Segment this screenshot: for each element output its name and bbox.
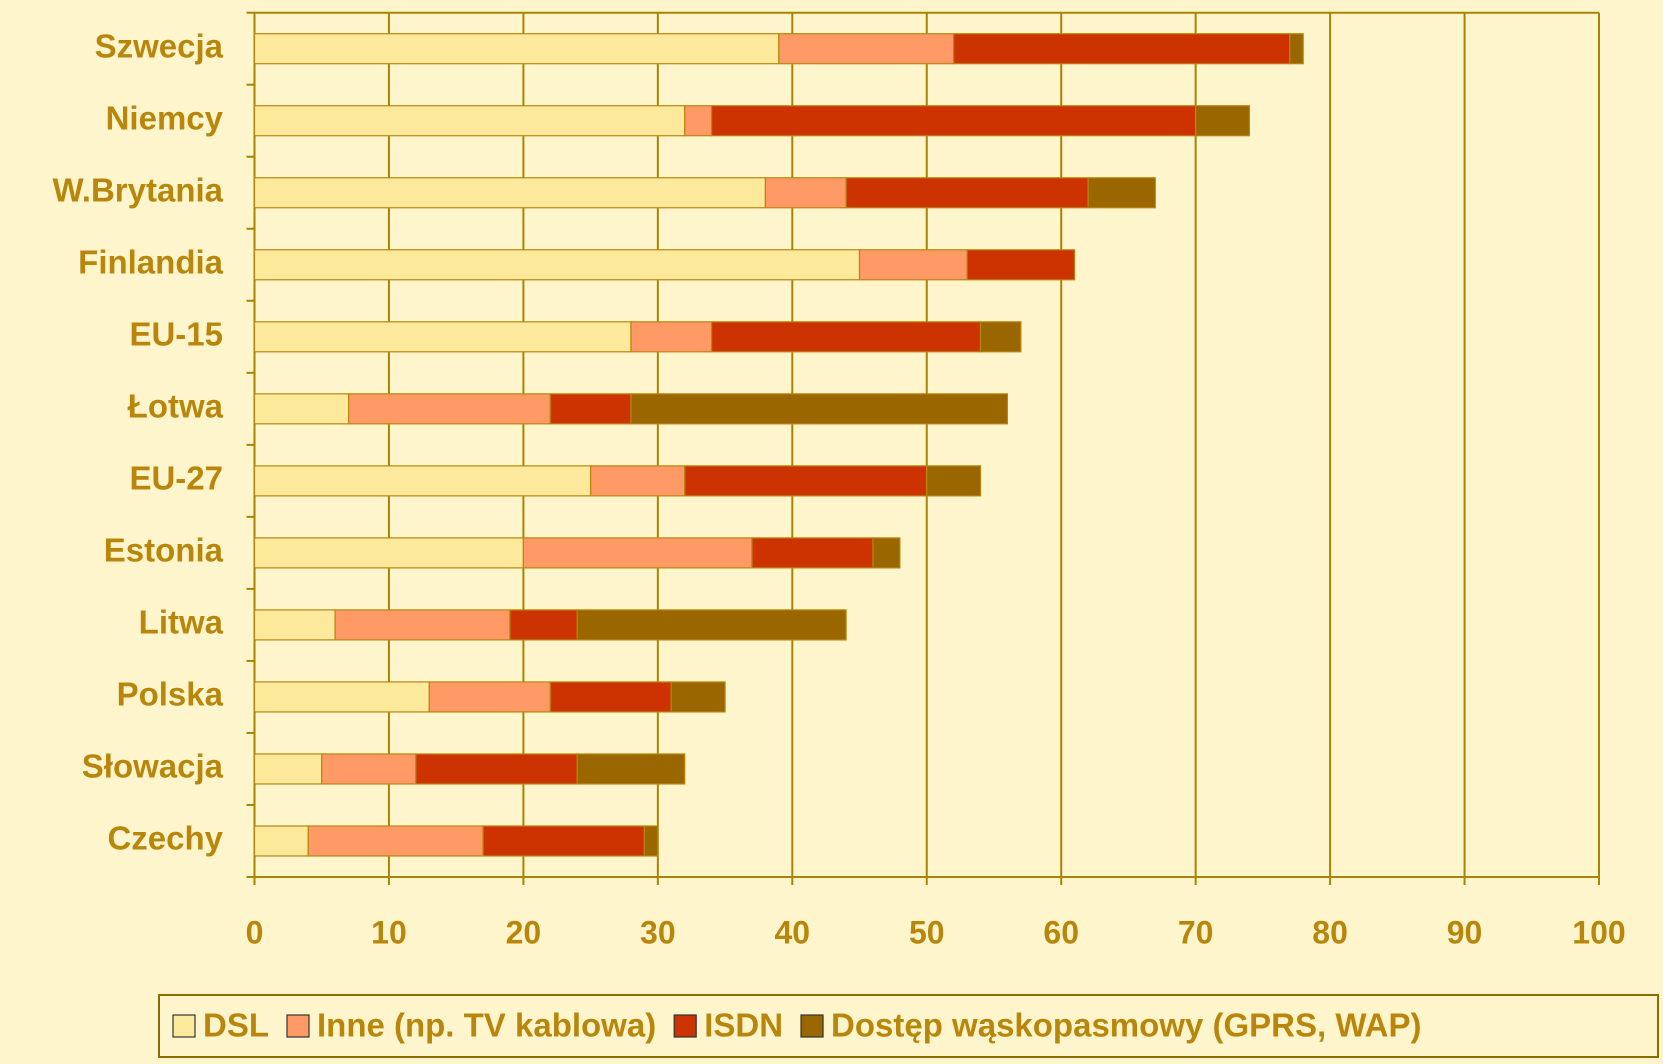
x-tick-label: 20 bbox=[506, 914, 542, 950]
bar-segment bbox=[711, 105, 1197, 137]
bar-segment bbox=[858, 249, 968, 281]
bar-segment bbox=[307, 825, 484, 857]
legend-label: ISDN bbox=[704, 1007, 783, 1044]
bar-segment bbox=[428, 681, 551, 713]
bar-segment bbox=[576, 609, 847, 641]
bar-segment bbox=[751, 537, 874, 569]
bar-segment bbox=[253, 33, 780, 65]
bar-segment bbox=[549, 393, 632, 425]
bar-segment bbox=[253, 465, 592, 497]
bar-segment bbox=[253, 537, 524, 569]
bar-segment bbox=[509, 609, 578, 641]
legend-label: DSL bbox=[203, 1007, 269, 1044]
bar-segment bbox=[630, 321, 713, 353]
x-tick-label: 10 bbox=[371, 914, 407, 950]
bar-segment bbox=[778, 33, 955, 65]
y-tick-label: Łotwa bbox=[128, 388, 224, 425]
bar-segment bbox=[684, 465, 928, 497]
bar-segment bbox=[926, 465, 982, 497]
x-tick-label: 70 bbox=[1178, 914, 1214, 950]
bar-segment bbox=[334, 609, 511, 641]
bar-segment bbox=[670, 681, 726, 713]
bar-segment bbox=[253, 609, 336, 641]
y-tick-label: Szwecja bbox=[95, 27, 224, 64]
y-tick-label: EU-15 bbox=[129, 316, 223, 353]
legend-label: Dostęp wąskopasmowy (GPRS, WAP) bbox=[831, 1007, 1421, 1044]
bar-segment bbox=[576, 753, 686, 785]
x-tick-label: 90 bbox=[1447, 914, 1483, 950]
y-tick-label: Litwa bbox=[139, 604, 224, 641]
bar-segment bbox=[415, 753, 578, 785]
legend-swatch bbox=[172, 1014, 196, 1038]
bar-segment bbox=[764, 177, 847, 209]
bar-segment bbox=[845, 177, 1089, 209]
y-tick-label: Niemcy bbox=[106, 99, 224, 136]
y-tick-label: Polska bbox=[117, 676, 224, 713]
bar-segment bbox=[979, 321, 1022, 353]
bar-segment bbox=[522, 537, 753, 569]
bar-segment bbox=[253, 321, 632, 353]
x-tick-label: 100 bbox=[1572, 914, 1625, 950]
legend-label: Inne (np. TV kablowa) bbox=[317, 1007, 656, 1044]
bar-segment bbox=[684, 105, 713, 137]
bar-segment bbox=[966, 249, 1076, 281]
bar-segment bbox=[1289, 33, 1304, 65]
bar-segment bbox=[1087, 177, 1156, 209]
bar-segment bbox=[253, 393, 350, 425]
bar-segment bbox=[1195, 105, 1251, 137]
legend-box bbox=[158, 994, 1659, 1058]
x-tick-label: 40 bbox=[775, 914, 811, 950]
x-tick-label: 80 bbox=[1312, 914, 1348, 950]
bar-segment bbox=[253, 681, 430, 713]
y-tick-label: Słowacja bbox=[82, 748, 224, 785]
bar-segment bbox=[643, 825, 659, 857]
y-tick-label: Czechy bbox=[107, 820, 223, 857]
bar-segment bbox=[253, 753, 323, 785]
y-tick-label: EU-27 bbox=[129, 460, 223, 497]
legend-swatch bbox=[673, 1014, 697, 1038]
y-tick-label: Estonia bbox=[104, 532, 224, 569]
bar-segment bbox=[482, 825, 646, 857]
bar-segment bbox=[253, 249, 861, 281]
legend-swatch bbox=[286, 1014, 310, 1038]
bar-segment bbox=[253, 105, 686, 137]
x-tick-label: 0 bbox=[246, 914, 264, 950]
y-tick-label: Finlandia bbox=[78, 244, 223, 281]
bar-segment bbox=[321, 753, 417, 785]
bar-segment bbox=[253, 177, 767, 209]
bar-segment bbox=[711, 321, 982, 353]
x-tick-label: 60 bbox=[1043, 914, 1079, 950]
bar-segment bbox=[590, 465, 686, 497]
bar-segment bbox=[872, 537, 901, 569]
bar-segment bbox=[630, 393, 1009, 425]
y-tick-label: W.Brytania bbox=[52, 171, 223, 208]
x-tick-label: 50 bbox=[909, 914, 945, 950]
bar-segment bbox=[953, 33, 1291, 65]
bar-segment bbox=[549, 681, 672, 713]
bar-segment bbox=[348, 393, 551, 425]
bar-segment bbox=[253, 825, 309, 857]
x-tick-label: 30 bbox=[640, 914, 676, 950]
legend-swatch bbox=[800, 1014, 824, 1038]
